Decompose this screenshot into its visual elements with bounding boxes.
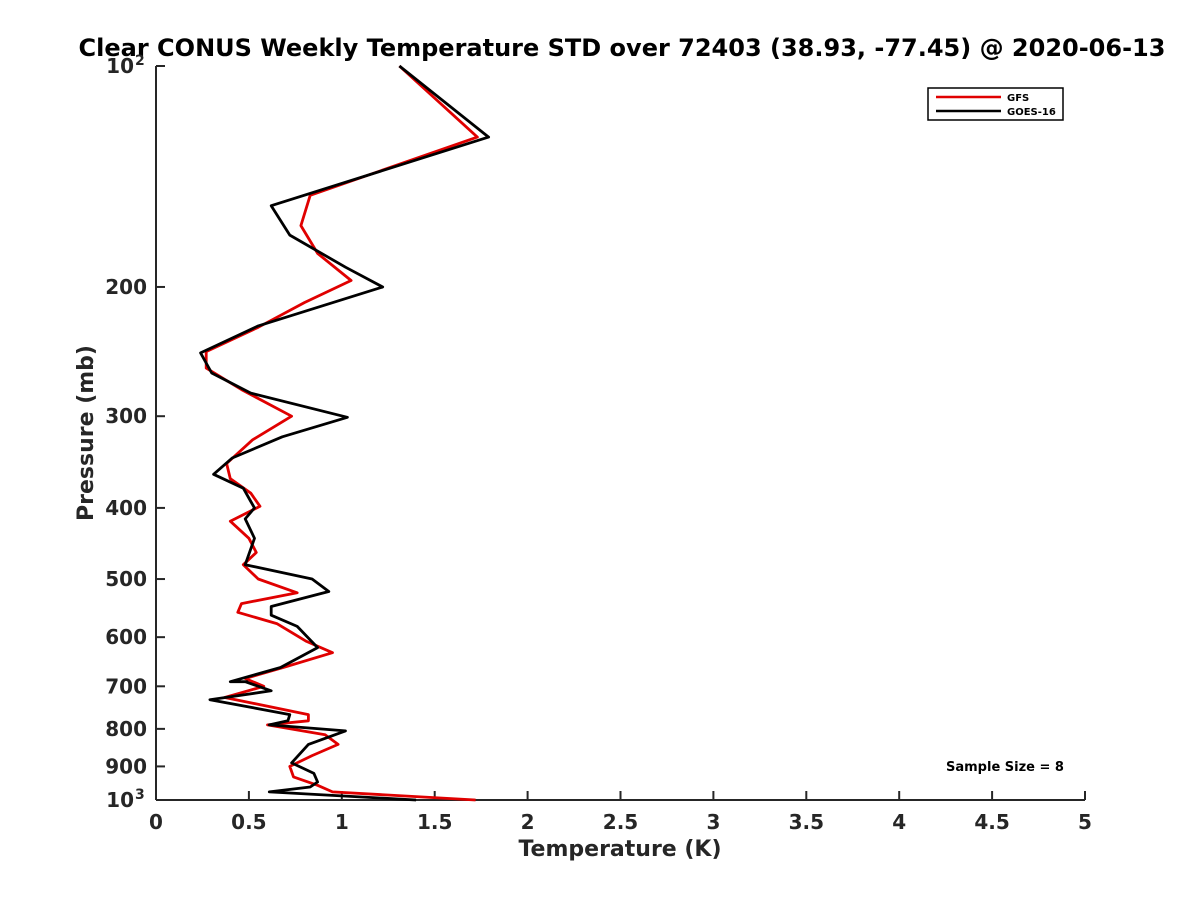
sample-size-annotation: Sample Size = 8 xyxy=(946,760,1064,775)
y-tick-label: 300 xyxy=(105,404,147,428)
legend-box xyxy=(927,87,1064,121)
series-line-gfs xyxy=(204,64,479,802)
series-line-goes16 xyxy=(199,64,491,802)
y-tick-label: 800 xyxy=(105,717,147,741)
x-axis-ticks: 0 0.5 1 1.5 2 2.5 3 3.5 4 4.5 5 xyxy=(149,791,1092,834)
y-tick-label: 700 xyxy=(105,674,147,698)
chart-title: Clear CONUS Weekly Temperature STD over … xyxy=(79,34,1166,62)
x-tick-label: 1.5 xyxy=(417,810,452,834)
x-tick-label: 0 xyxy=(149,810,163,834)
y-axis-label: Pressure (mb) xyxy=(74,345,99,521)
x-tick-label: 4.5 xyxy=(974,810,1009,834)
y-tick-label: 500 xyxy=(105,567,147,591)
x-tick-label: 3 xyxy=(706,810,720,834)
x-tick-label: 2.5 xyxy=(603,810,638,834)
y-tick-label: 400 xyxy=(105,496,147,520)
x-tick-label: 1 xyxy=(335,810,349,834)
x-tick-label: 3.5 xyxy=(789,810,824,834)
legend-label-goes16: GOES-16 xyxy=(1007,107,1056,118)
legend: GFS GOES-16 xyxy=(927,87,1064,121)
x-tick-label: 5 xyxy=(1078,810,1092,834)
series-lines xyxy=(199,64,491,802)
x-axis-label: Temperature (K) xyxy=(518,837,721,862)
x-tick-label: 0.5 xyxy=(231,810,266,834)
x-tick-label: 4 xyxy=(892,810,906,834)
y-tick-exponent: 2 xyxy=(135,53,145,69)
y-tick-label: 600 xyxy=(105,625,147,649)
y-tick-exponent: 3 xyxy=(135,787,145,803)
x-tick-label: 2 xyxy=(521,810,535,834)
legend-label-gfs: GFS xyxy=(1007,93,1029,104)
y-tick-label: 900 xyxy=(105,754,147,778)
y-tick-label: 200 xyxy=(105,275,147,299)
y-tick-label: 10 xyxy=(106,54,134,78)
y-tick-label: 10 xyxy=(106,788,134,812)
